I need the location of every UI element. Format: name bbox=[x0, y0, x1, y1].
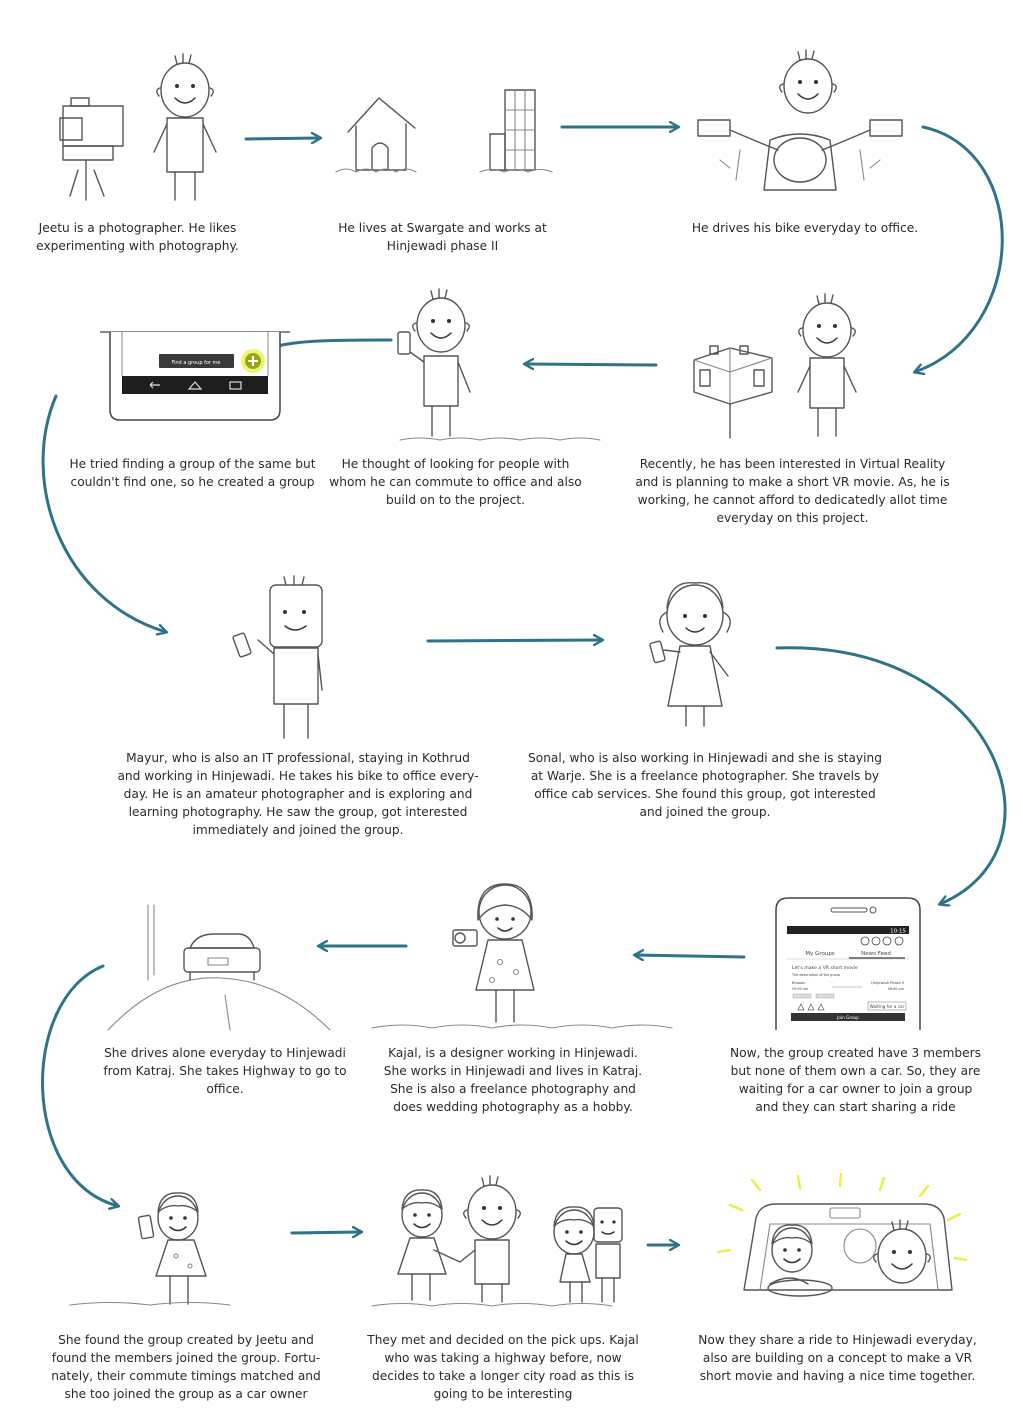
tab-my-groups[interactable]: My Groups bbox=[805, 951, 834, 957]
sun-rays bbox=[716, 1172, 968, 1262]
panel-9-illustration: 10:15 My Groups News Feed Let's make a V… bbox=[775, 897, 921, 1030]
vr-camera-rig bbox=[693, 345, 773, 439]
post-subtitle: The description of the group bbox=[791, 973, 840, 977]
find-group-button[interactable] bbox=[159, 354, 234, 368]
arrow-3-4 bbox=[915, 125, 1004, 372]
kajal-driving bbox=[769, 1224, 813, 1285]
tab-news-feed[interactable]: News Feed bbox=[861, 951, 891, 957]
caption-panel-11: She drives alone everyday to Hinjewadi fr… bbox=[103, 1046, 347, 1096]
panel-12-illustration bbox=[69, 1192, 231, 1306]
panel-13-illustration bbox=[371, 1175, 623, 1307]
status-time: 10:15 bbox=[890, 929, 906, 935]
panel-14-illustration bbox=[716, 1172, 968, 1297]
caption-panel-13: They met and decided on the pick ups. Ka… bbox=[367, 1333, 639, 1401]
flow-arrows bbox=[41, 125, 1007, 1245]
caption-panel-5: He thought of looking for people with who… bbox=[329, 457, 582, 507]
car-rear-sketch bbox=[183, 933, 261, 981]
join-group-button[interactable] bbox=[791, 1013, 905, 1021]
phone-in-hand bbox=[649, 640, 666, 664]
caption-panel-12: She found the group created by Jeetu and… bbox=[51, 1333, 321, 1401]
caption-panel-10: Kajal, is a designer working in Hinjewad… bbox=[383, 1046, 643, 1114]
find-group-button-label: Find a group for me bbox=[171, 360, 220, 366]
join-group-button-label: Join Group bbox=[836, 1015, 859, 1020]
caption-panel-1: Jeetu is a photographer. He likes experim… bbox=[36, 221, 239, 253]
time-from: 09:00 am bbox=[792, 987, 809, 991]
arrow-7-8 bbox=[426, 640, 602, 641]
arrow-9-10 bbox=[635, 955, 746, 957]
caption-panel-7: Mayur, who is also an IT professional, s… bbox=[117, 751, 479, 837]
caption-panel-9: Now, the group created have 3 members but… bbox=[730, 1046, 981, 1114]
home-icon[interactable] bbox=[187, 381, 203, 390]
caption-panel-6: He tried finding a group of the same but… bbox=[69, 457, 316, 489]
jeetu-passenger bbox=[872, 1219, 932, 1284]
house-sketch bbox=[335, 97, 417, 173]
panel-10-illustration bbox=[371, 883, 673, 1029]
back-icon[interactable] bbox=[149, 381, 160, 389]
steering-wheel bbox=[767, 1279, 833, 1297]
post-title: Let's make a VR short movie bbox=[792, 965, 858, 971]
icon-2[interactable] bbox=[871, 936, 881, 946]
phone-in-hand bbox=[232, 632, 252, 658]
arrow-4-5 bbox=[525, 364, 658, 365]
panel-8-illustration bbox=[649, 582, 731, 727]
phone-in-hand bbox=[137, 1214, 155, 1240]
caption-panel-4: Recently, he has been interested in Virt… bbox=[635, 457, 950, 525]
arrow-8-9 bbox=[775, 646, 1007, 904]
icon-3[interactable] bbox=[882, 936, 892, 946]
arrow-1-2 bbox=[244, 138, 320, 139]
panel-3-illustration bbox=[697, 49, 903, 191]
jeetu-figure bbox=[153, 53, 217, 201]
icon-4[interactable] bbox=[894, 936, 904, 946]
jeetu-with-rig bbox=[797, 293, 857, 437]
panel-1-illustration bbox=[59, 53, 217, 201]
panel-7-illustration bbox=[232, 575, 323, 739]
office-building-sketch bbox=[479, 89, 553, 173]
panel-5-illustration bbox=[397, 288, 601, 441]
time-to: 06:00 pm bbox=[888, 987, 905, 991]
camera-in-hand bbox=[452, 929, 478, 947]
waiting-status: Waiting for a car bbox=[870, 1004, 905, 1009]
panel-4-illustration bbox=[693, 293, 857, 439]
arrow-11-12 bbox=[41, 964, 118, 1206]
caption-panel-8: Sonal, who is also working in Hinjewadi … bbox=[528, 751, 882, 819]
arrow-5-6 bbox=[264, 338, 393, 350]
caption-panel-14: Now they share a ride to Hinjewadi every… bbox=[698, 1333, 977, 1383]
caption-panel-3: He drives his bike everyday to office. bbox=[691, 221, 919, 235]
arrow-6-7 bbox=[41, 394, 166, 632]
arrow-12-13 bbox=[290, 1232, 361, 1233]
recents-icon[interactable] bbox=[229, 381, 242, 390]
camera-on-tripod bbox=[59, 97, 124, 201]
icon-1[interactable] bbox=[860, 936, 870, 946]
panel-2-illustration bbox=[335, 89, 553, 173]
to-label: Hinjewadi Phase II bbox=[871, 981, 904, 985]
caption-panel-2: He lives at Swargate and works at Hinjewa… bbox=[338, 221, 547, 253]
android-nav-bar bbox=[122, 376, 268, 394]
from-label: Bhosari bbox=[792, 981, 806, 985]
status-bar bbox=[787, 926, 909, 934]
friend-back-seat bbox=[843, 1228, 877, 1264]
panel-11-illustration bbox=[107, 904, 331, 1031]
panel-6-illustration: Find a group for me bbox=[100, 331, 290, 421]
phone-in-hand bbox=[397, 331, 411, 355]
